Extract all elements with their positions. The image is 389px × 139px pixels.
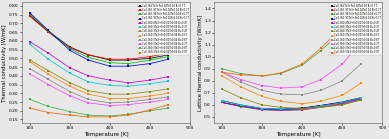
Y-axis label: Lattice thermal conductivity [W/mK]: Lattice thermal conductivity [W/mK] bbox=[198, 15, 203, 111]
Legend: Cu0, Bi2Te3+Fe0.02Te0.04 B=0.7T, Cu1, Bi1.97Te3+Fe0.02Te0.04 B=0.7T, Cu2, Bi1.96: Cu0, Bi2Te3+Fe0.02Te0.04 B=0.7T, Cu1, Bi… bbox=[330, 3, 382, 55]
Legend: Cu0, Bi2Te3+Fe0.02Te0.04 B=0.7T, Cu1, Bi1.97Te3+Fe0.02Te0.04 B=0.7T, Cu2, Bi1.96: Cu0, Bi2Te3+Fe0.02Te0.04 B=0.7T, Cu1, Bi… bbox=[138, 3, 189, 55]
X-axis label: Temperature [K]: Temperature [K] bbox=[84, 132, 128, 137]
X-axis label: Temperature [K]: Temperature [K] bbox=[276, 132, 321, 137]
Y-axis label: Thermal conductivity [W/mK]: Thermal conductivity [W/mK] bbox=[2, 24, 7, 101]
